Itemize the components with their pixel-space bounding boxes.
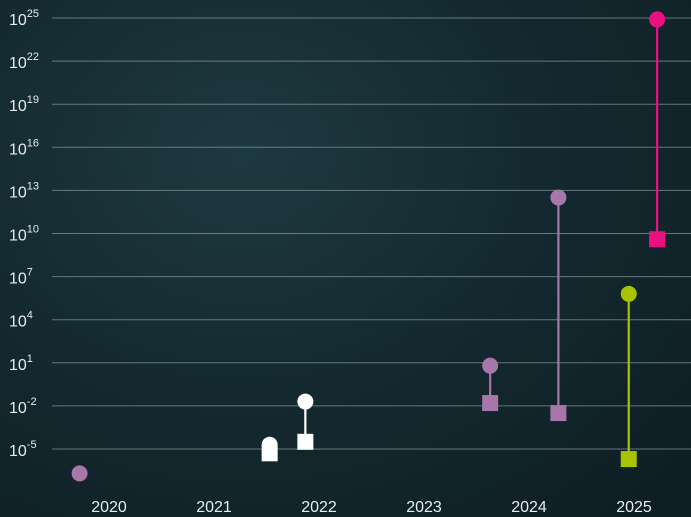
data-point: [261, 436, 278, 462]
grid-lines: [52, 17, 691, 450]
y-tick-exponent: 25: [27, 8, 39, 20]
square-marker: [550, 405, 567, 422]
y-tick-exponent: 1: [27, 353, 33, 365]
data-point: [649, 11, 666, 248]
data-point: [620, 285, 637, 468]
y-tick-label: 10-2: [9, 396, 37, 417]
x-tick-label: 2025: [616, 499, 652, 516]
data-point: [550, 189, 567, 422]
y-tick-base: 10: [9, 400, 27, 417]
y-tick-label: 1013: [9, 180, 39, 201]
circle-marker: [482, 357, 499, 374]
circle-marker: [261, 436, 278, 453]
y-tick-base: 10: [9, 141, 27, 158]
y-tick-base: 10: [9, 55, 27, 72]
y-tick-exponent: 13: [27, 180, 39, 192]
x-tick-label: 2023: [406, 499, 442, 516]
y-tick-label: 1019: [9, 94, 39, 115]
y-tick-exponent: 10: [27, 224, 39, 236]
y-tick-exponent: 4: [27, 310, 33, 322]
y-tick-label: 1010: [9, 224, 39, 245]
y-tick-base: 10: [9, 98, 27, 115]
x-tick-label: 2022: [301, 499, 337, 516]
y-tick-base: 10: [9, 228, 27, 245]
data-series: [71, 11, 666, 482]
y-tick-exponent: 19: [27, 94, 39, 106]
x-tick-label: 2020: [91, 499, 127, 516]
x-tick-label: 2024: [511, 499, 547, 516]
data-point: [482, 357, 499, 412]
y-tick-base: 10: [9, 357, 27, 374]
y-tick-exponent: -2: [27, 396, 37, 408]
y-tick-base: 10: [9, 443, 27, 460]
square-marker: [620, 451, 637, 468]
data-point: [297, 393, 314, 450]
circle-marker: [649, 11, 666, 28]
circle-marker: [71, 465, 88, 482]
y-tick-label: 104: [9, 310, 33, 331]
y-tick-exponent: 7: [27, 267, 33, 279]
x-tick-label: 2021: [196, 499, 232, 516]
y-tick-exponent: 22: [27, 51, 39, 63]
square-marker: [482, 395, 499, 412]
square-marker: [297, 433, 314, 450]
circle-marker: [550, 189, 567, 206]
data-point: [71, 465, 88, 482]
y-tick-label: 1025: [9, 8, 39, 29]
square-marker: [649, 231, 666, 248]
x-axis-ticks: 2020 2021 2022 2023 2024 2025: [91, 499, 652, 516]
y-tick-label: 1022: [9, 51, 39, 72]
y-tick-label: 1016: [9, 137, 39, 158]
circle-marker: [297, 393, 314, 410]
y-tick-base: 10: [9, 12, 27, 29]
y-tick-base: 10: [9, 271, 27, 288]
circle-marker: [620, 285, 637, 302]
y-tick-label: 101: [9, 353, 33, 374]
y-tick-label: 107: [9, 267, 33, 288]
y-tick-base: 10: [9, 184, 27, 201]
y-tick-exponent: -5: [27, 439, 37, 451]
y-tick-label: 10-5: [9, 439, 37, 460]
y-tick-exponent: 16: [27, 137, 39, 149]
y-tick-base: 10: [9, 314, 27, 331]
y-axis-ticks: 10251022101910161013101010710410110-210-…: [9, 8, 39, 460]
